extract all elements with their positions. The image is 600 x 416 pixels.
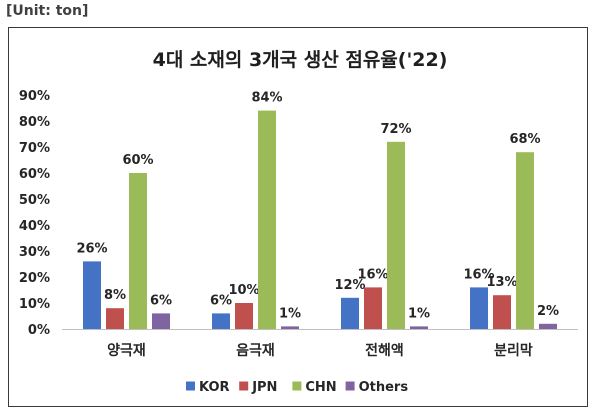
y-tick-label: 10% [19, 297, 50, 312]
bar-chn-2 [258, 110, 276, 329]
data-label: 13% [486, 275, 517, 290]
data-label: 12% [334, 278, 365, 293]
chart-title: 4대 소재의 3개국 생산 점유율('22) [153, 49, 448, 71]
legend-label: Others [359, 380, 409, 395]
y-tick-label: 50% [19, 193, 50, 208]
y-tick-label: 30% [19, 245, 50, 260]
bar-jpn-4 [493, 295, 511, 329]
chart-frame [8, 27, 588, 407]
legend-swatch-others [345, 381, 355, 391]
x-tick-label: 음극재 [236, 343, 275, 359]
data-label: 10% [228, 283, 259, 298]
data-label: 2% [537, 304, 559, 319]
bar-others-2 [281, 326, 299, 329]
legend-swatch-jpn [239, 381, 249, 391]
data-label: 8% [104, 288, 126, 303]
data-label: 26% [76, 241, 107, 256]
y-tick-label: 20% [19, 271, 50, 286]
data-label: 16% [357, 267, 388, 282]
y-tick-label: 60% [19, 167, 50, 182]
x-axis: 양극재 음극재 전해액 분리막 [62, 329, 578, 359]
bar-kor-2 [212, 313, 230, 329]
y-axis: 0% 10% 20% 30% 40% 50% 60% 70% 80% 90% [19, 89, 50, 338]
data-label: 68% [509, 132, 540, 147]
bar-chn-1 [129, 173, 147, 329]
legend-label: KOR [199, 380, 230, 395]
bar-others-3 [410, 326, 428, 329]
data-label: 16% [463, 267, 494, 282]
bar-chn-4 [516, 152, 534, 329]
legend: KOR JPN CHN Others [186, 380, 408, 395]
data-label: 6% [210, 293, 232, 308]
data-label: 60% [122, 153, 153, 168]
data-label: 72% [380, 122, 411, 137]
unit-label: [Unit: ton] [6, 3, 89, 19]
y-tick-label: 70% [19, 141, 50, 156]
legend-swatch-kor [186, 381, 195, 391]
data-label: 1% [279, 306, 301, 321]
bar-others-1 [152, 313, 170, 329]
bar-others-4 [539, 323, 557, 329]
x-tick-label: 전해액 [365, 342, 404, 359]
y-tick-label: 80% [19, 115, 50, 130]
data-label: 84% [251, 91, 282, 106]
bar-kor-1 [83, 261, 101, 329]
x-tick-label: 분리막 [494, 342, 533, 359]
bar-kor-4 [470, 287, 488, 329]
bar-jpn-3 [364, 287, 382, 329]
bar-chn-3 [387, 141, 405, 329]
bar-jpn-1 [106, 308, 124, 329]
y-tick-label: 0% [28, 323, 50, 338]
legend-label: CHN [305, 380, 336, 395]
x-tick-label: 양극재 [107, 343, 146, 359]
data-label: 6% [150, 293, 172, 308]
data-label: 1% [408, 306, 430, 321]
y-tick-label: 40% [19, 219, 50, 234]
legend-label: JPN [251, 380, 277, 395]
bar-kor-3 [341, 297, 359, 329]
bars: 26%8%60%6% 6%10%84%1%12%16%72%1%16%13%68%… [76, 91, 559, 329]
legend-swatch-chn [292, 381, 302, 391]
y-tick-label: 90% [19, 89, 50, 104]
bar-jpn-2 [235, 303, 253, 329]
